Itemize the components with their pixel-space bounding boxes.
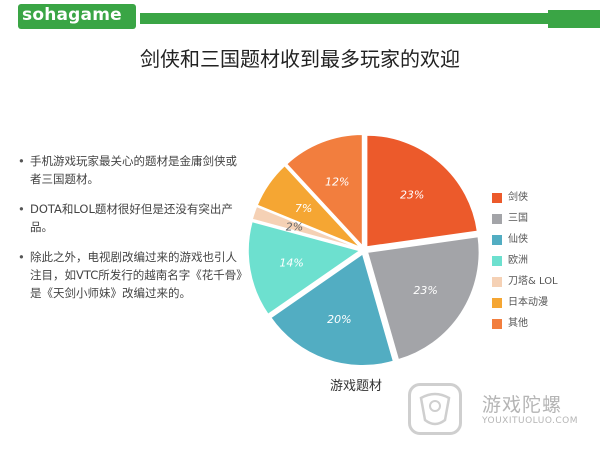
- pie-slice: [285, 133, 364, 249]
- pie-data-label: 23%: [413, 284, 437, 297]
- legend-swatch: [492, 256, 502, 266]
- legend-label: 日本动漫: [508, 297, 548, 308]
- header-green-bar: [140, 13, 600, 24]
- legend-item: 仙侠: [492, 234, 558, 255]
- pie-data-label: 7%: [295, 202, 312, 215]
- chart-x-label: 游戏题材: [330, 379, 383, 394]
- pie-data-label: 12%: [325, 176, 349, 189]
- legend-label: 三国: [508, 213, 528, 224]
- legend-label: 刀塔& LOL: [508, 276, 558, 287]
- legend-item: 刀塔& LOL: [492, 276, 558, 297]
- legend-item: 其他: [492, 318, 558, 339]
- legend-swatch: [492, 277, 502, 287]
- legend-label: 欧洲: [508, 255, 528, 266]
- pie-slice: [256, 164, 362, 249]
- logo-text: sohagame: [22, 5, 122, 25]
- legend-swatch: [492, 193, 502, 203]
- legend-item: 剑侠: [492, 192, 558, 213]
- pie-data-label: 20%: [327, 313, 351, 326]
- pie-labels: 23% 23% 20% 14% 2% 7% 12%: [279, 176, 437, 327]
- watermark-subtitle: YOUXITUOLUO.COM: [482, 416, 579, 426]
- legend-label: 剑侠: [508, 192, 528, 203]
- legend-item: 日本动漫: [492, 297, 558, 318]
- pie-slice: [247, 220, 362, 316]
- chart-legend: 剑侠三国仙侠欧洲刀塔& LOL 日本动漫其他: [492, 192, 558, 339]
- bullet-item: DOTA和LOL题材很好但是还没有突出产品。: [18, 200, 248, 236]
- watermark: 游戏陀螺 YOUXITUOLUO.COM: [408, 383, 583, 438]
- pie-slice: [365, 134, 479, 248]
- pie-data-label: 23%: [400, 189, 424, 202]
- bullet-text: 手机游戏玩家最关心的题材是金庸剑侠或者三国题材。: [30, 154, 237, 186]
- legend-swatch: [492, 235, 502, 245]
- pie-slices: [247, 133, 481, 367]
- header-green-bar-right: [548, 10, 600, 28]
- pie-slice: [251, 205, 361, 250]
- bullet-list: 手机游戏玩家最关心的题材是金庸剑侠或者三国题材。 DOTA和LOL题材很好但是还…: [18, 152, 248, 314]
- watermark-title: 游戏陀螺: [482, 394, 563, 416]
- legend-swatch: [492, 298, 502, 308]
- watermark-logo-icon: [408, 383, 462, 435]
- legend-label: 其他: [508, 318, 528, 329]
- bullet-text: 除此之外，电视剧改编过来的游戏也引人注目，如VTC所发行的越南名字《花千骨》是《…: [30, 250, 248, 300]
- legend-swatch: [492, 319, 502, 329]
- legend-label: 仙侠: [508, 234, 528, 245]
- logo: sohagame: [18, 4, 136, 29]
- pie-data-label: 14%: [279, 257, 303, 270]
- pie-slice: [269, 252, 395, 367]
- header-bar: sohagame: [0, 0, 600, 33]
- slide-title: 剑侠和三国题材收到最多玩家的欢迎: [140, 47, 460, 71]
- legend-item: 三国: [492, 213, 558, 234]
- bullet-item: 除此之外，电视剧改编过来的游戏也引人注目，如VTC所发行的越南名字《花千骨》是《…: [18, 248, 248, 302]
- bullet-item: 手机游戏玩家最关心的题材是金庸剑侠或者三国题材。: [18, 152, 248, 188]
- legend-item: 欧洲: [492, 255, 558, 276]
- pie-data-label: 2%: [286, 220, 303, 233]
- pie-slice: [366, 235, 481, 361]
- legend-swatch: [492, 214, 502, 224]
- bullet-text: DOTA和LOL题材很好但是还没有突出产品。: [30, 202, 233, 234]
